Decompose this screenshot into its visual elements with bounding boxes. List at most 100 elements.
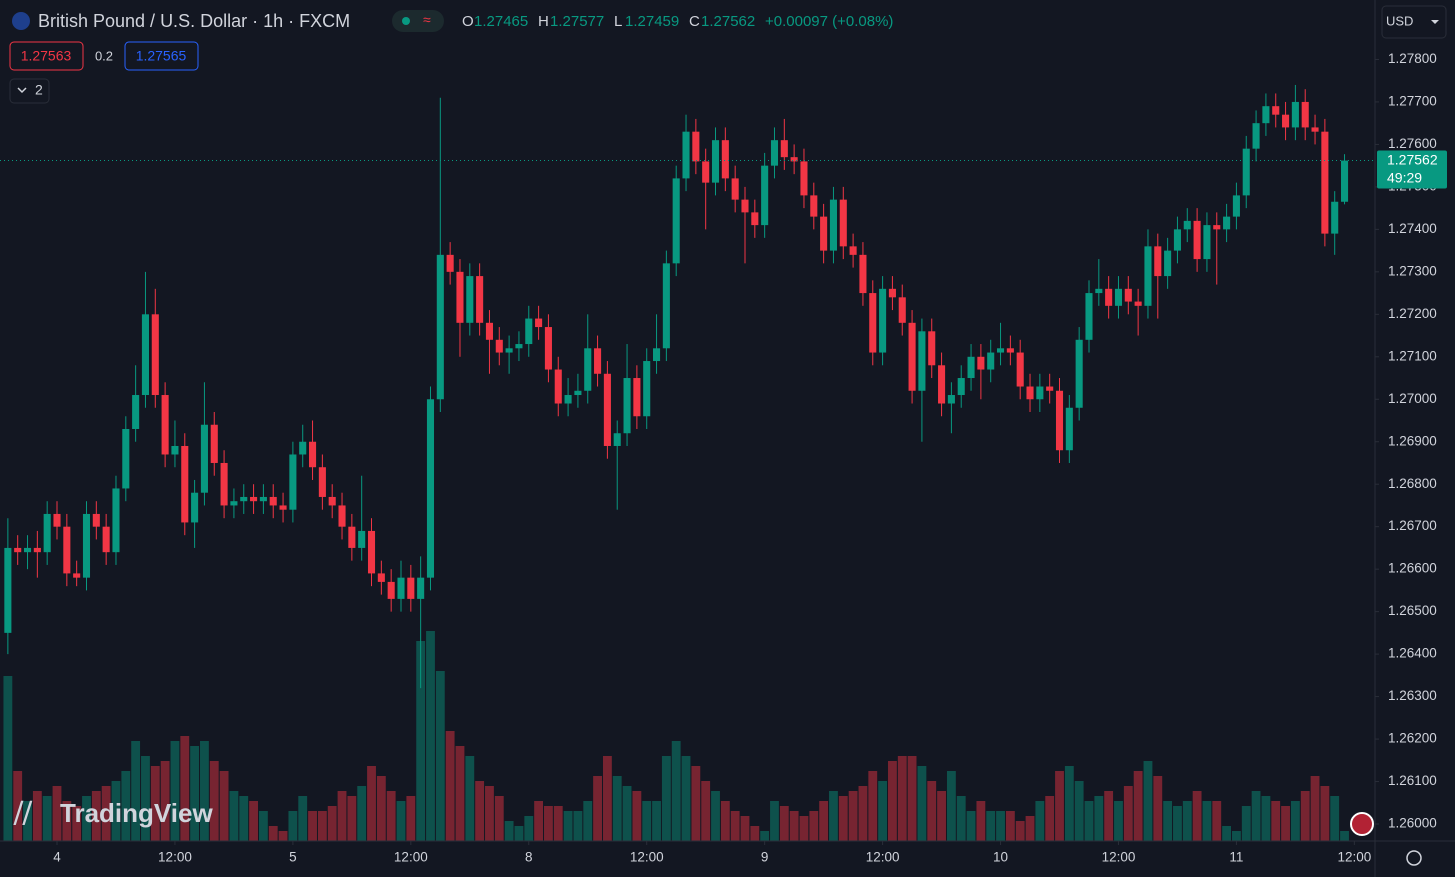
chevron-icon (17, 87, 27, 94)
volume-bar (642, 801, 652, 841)
ohlc-value: 1.27459 (625, 13, 679, 30)
y-tick-label: 1.26100 (1388, 773, 1437, 788)
candle-body (721, 140, 729, 179)
volume-bar (150, 766, 160, 841)
indicator-toggle[interactable] (9, 78, 50, 104)
volume-bar (661, 756, 671, 841)
volume-bar (1133, 771, 1143, 841)
x-tick-label: 12:00 (158, 850, 192, 865)
x-tick-label: 12:00 (394, 850, 428, 865)
candle-body (810, 195, 818, 217)
volume-bar (190, 746, 200, 841)
x-tick-label: 5 (289, 850, 297, 865)
candle-body (780, 140, 788, 158)
currency-button[interactable] (1381, 5, 1447, 39)
volume-bar (209, 761, 219, 841)
candle-body (1075, 339, 1083, 408)
volume-bar (367, 766, 376, 841)
y-tick-label: 1.26200 (1388, 731, 1437, 746)
volume-bar (711, 791, 720, 841)
volume-bar (91, 791, 101, 841)
volume-bar (544, 806, 553, 841)
market-status[interactable] (392, 10, 444, 32)
candle-body (309, 441, 317, 468)
ohlc-value: 1.27562 (701, 13, 755, 30)
volume-bar (1241, 806, 1251, 841)
candle-body (220, 462, 228, 506)
currency: USD (1386, 13, 1413, 28)
volume-bar (583, 801, 593, 841)
settings-icon[interactable] (1406, 850, 1422, 866)
candle-body (328, 496, 336, 506)
volume-bar (652, 801, 661, 841)
volume-bar (996, 811, 1005, 841)
volume-bar (23, 801, 32, 841)
candle-body (397, 577, 405, 599)
candle-body (485, 322, 493, 340)
volume-bar (1182, 801, 1192, 841)
volume-bar (632, 791, 642, 841)
x-tick-label: 8 (525, 850, 533, 865)
volume-bar (829, 791, 838, 841)
candle-body (1321, 131, 1329, 234)
volume-bar (1084, 801, 1094, 841)
buy-button[interactable] (124, 41, 199, 71)
price-label-layer: 1.27562 49:29 (0, 150, 1447, 189)
volume-bar (200, 741, 209, 841)
candle-body (1065, 407, 1073, 451)
candle-body (161, 395, 169, 455)
y-tick-label: 1.26600 (1388, 561, 1437, 576)
x-tick-label: 12:00 (630, 850, 664, 865)
y-tick-label: 1.26700 (1388, 518, 1437, 533)
candle-body (515, 344, 523, 349)
volume-bar (937, 791, 946, 841)
sell-button[interactable] (9, 41, 84, 71)
candle-body (1026, 386, 1034, 400)
x-tick-label: 12:00 (866, 850, 900, 865)
candle-body (544, 327, 552, 370)
candle-body (43, 513, 51, 553)
volume-bar (730, 811, 740, 841)
candle-body (407, 577, 415, 599)
candle-body (1085, 293, 1093, 340)
candle-body (171, 445, 179, 455)
candle-body (938, 365, 946, 404)
volume-bar (485, 786, 494, 841)
candle-body (908, 322, 916, 391)
volume-bar (1074, 781, 1084, 841)
brand-logo: TradingView (60, 798, 213, 828)
event-icon[interactable] (1350, 812, 1374, 836)
volume-bar (494, 796, 504, 841)
candle-body (800, 161, 808, 196)
ohlc-label: O (462, 13, 474, 30)
candle-body (338, 505, 346, 527)
candle-body (1144, 246, 1152, 306)
volume-bar (720, 801, 730, 841)
x-tick-label: 12:00 (1102, 850, 1136, 865)
candle-body (564, 395, 572, 404)
volume-bar (1005, 811, 1015, 841)
volume-bar (465, 756, 475, 841)
candle-body (456, 271, 464, 323)
candle-body (849, 246, 857, 255)
candle-body (790, 157, 798, 162)
candle-body (1331, 201, 1339, 234)
last-price-label: 1.27562 (1387, 151, 1438, 167)
candle-body (1340, 160, 1349, 202)
y-tick-label: 1.27700 (1388, 94, 1437, 109)
candle-body (122, 428, 130, 489)
volume-bar (416, 641, 426, 841)
candle-body (1262, 106, 1270, 124)
volume-bar (1212, 801, 1222, 841)
volume-bar (671, 741, 681, 841)
volume-bar (1055, 771, 1064, 841)
candle-body (869, 293, 877, 353)
volume-bar (534, 801, 544, 841)
candle-body (476, 276, 484, 323)
candle-body (1272, 106, 1280, 115)
volume-bar (278, 831, 288, 841)
candle-body (1006, 348, 1014, 353)
volume-bar (298, 796, 308, 841)
